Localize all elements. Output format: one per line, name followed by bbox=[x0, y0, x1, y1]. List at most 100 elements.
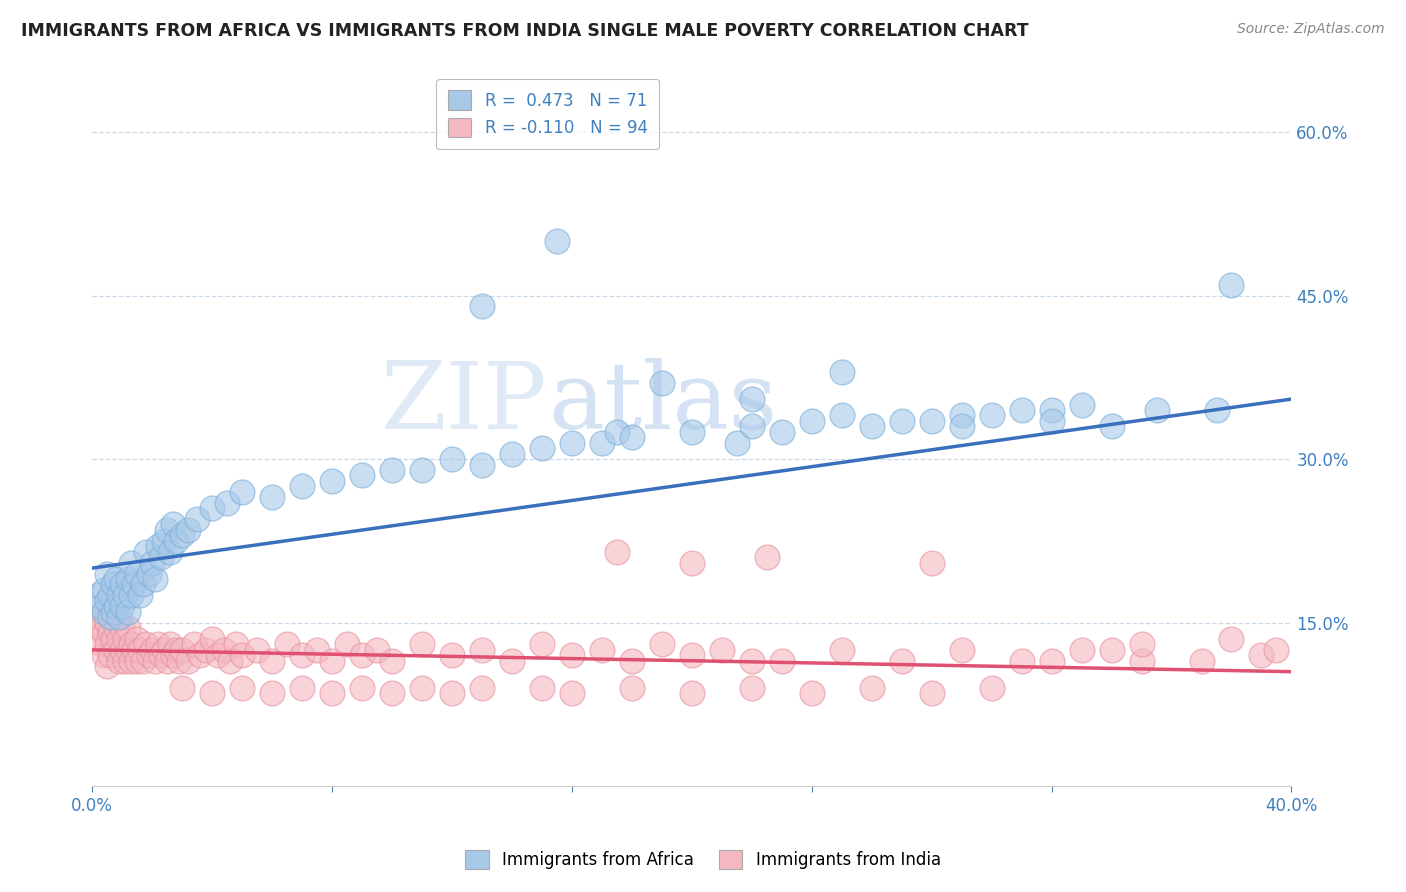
Point bbox=[127, 566, 149, 581]
Point bbox=[305, 643, 328, 657]
Point bbox=[471, 458, 494, 472]
Point bbox=[122, 577, 145, 591]
Point bbox=[591, 435, 613, 450]
Point bbox=[350, 681, 373, 695]
Point bbox=[530, 681, 553, 695]
Point bbox=[440, 452, 463, 467]
Point bbox=[108, 588, 131, 602]
Point bbox=[591, 643, 613, 657]
Point bbox=[681, 425, 703, 439]
Point bbox=[1205, 403, 1227, 417]
Point bbox=[321, 686, 343, 700]
Point bbox=[831, 643, 853, 657]
Point bbox=[1130, 654, 1153, 668]
Point bbox=[172, 681, 194, 695]
Legend: R =  0.473   N = 71, R = -0.110   N = 94: R = 0.473 N = 71, R = -0.110 N = 94 bbox=[436, 78, 659, 149]
Point bbox=[135, 545, 157, 559]
Point bbox=[620, 654, 643, 668]
Point bbox=[101, 632, 124, 646]
Point bbox=[950, 409, 973, 423]
Point bbox=[890, 654, 912, 668]
Point bbox=[93, 605, 115, 619]
Point bbox=[860, 419, 883, 434]
Point bbox=[167, 654, 190, 668]
Point bbox=[96, 615, 118, 630]
Point bbox=[114, 632, 136, 646]
Point bbox=[114, 588, 136, 602]
Point bbox=[98, 626, 121, 640]
Point bbox=[336, 637, 359, 651]
Point bbox=[96, 594, 118, 608]
Point bbox=[471, 643, 494, 657]
Point bbox=[186, 512, 208, 526]
Point bbox=[651, 637, 673, 651]
Point bbox=[165, 643, 187, 657]
Point bbox=[530, 637, 553, 651]
Point bbox=[90, 637, 112, 651]
Point bbox=[114, 654, 136, 668]
Point bbox=[146, 637, 169, 651]
Point bbox=[366, 643, 388, 657]
Point bbox=[120, 637, 142, 651]
Point bbox=[212, 643, 235, 657]
Point bbox=[681, 648, 703, 663]
Point bbox=[231, 484, 253, 499]
Point bbox=[831, 409, 853, 423]
Point bbox=[741, 654, 763, 668]
Point bbox=[177, 523, 200, 537]
Point bbox=[127, 654, 149, 668]
Point bbox=[1040, 403, 1063, 417]
Point bbox=[153, 643, 176, 657]
Point bbox=[159, 545, 181, 559]
Point bbox=[101, 610, 124, 624]
Point bbox=[950, 643, 973, 657]
Point bbox=[153, 533, 176, 548]
Point bbox=[725, 435, 748, 450]
Point bbox=[1146, 403, 1168, 417]
Point bbox=[921, 556, 943, 570]
Point bbox=[1250, 648, 1272, 663]
Point bbox=[276, 637, 298, 651]
Point bbox=[681, 686, 703, 700]
Point bbox=[681, 556, 703, 570]
Point bbox=[561, 686, 583, 700]
Point bbox=[138, 648, 160, 663]
Point bbox=[411, 637, 433, 651]
Point bbox=[741, 419, 763, 434]
Point bbox=[162, 517, 184, 532]
Point bbox=[150, 648, 173, 663]
Point bbox=[620, 681, 643, 695]
Point bbox=[87, 588, 110, 602]
Point bbox=[350, 648, 373, 663]
Point bbox=[120, 556, 142, 570]
Point bbox=[219, 654, 242, 668]
Point bbox=[262, 654, 284, 668]
Point bbox=[1011, 654, 1033, 668]
Point bbox=[188, 648, 211, 663]
Point bbox=[1040, 414, 1063, 428]
Point bbox=[1040, 654, 1063, 668]
Point bbox=[105, 572, 128, 586]
Point bbox=[321, 654, 343, 668]
Point bbox=[225, 637, 247, 651]
Point bbox=[141, 643, 163, 657]
Point bbox=[105, 621, 128, 635]
Point bbox=[246, 643, 269, 657]
Point bbox=[231, 648, 253, 663]
Point bbox=[1220, 632, 1243, 646]
Point bbox=[770, 425, 793, 439]
Point bbox=[177, 654, 200, 668]
Point bbox=[860, 681, 883, 695]
Point bbox=[1265, 643, 1288, 657]
Point bbox=[90, 599, 112, 614]
Point bbox=[411, 463, 433, 477]
Point bbox=[1070, 398, 1092, 412]
Text: Source: ZipAtlas.com: Source: ZipAtlas.com bbox=[1237, 22, 1385, 37]
Point bbox=[129, 643, 152, 657]
Point bbox=[105, 599, 128, 614]
Point bbox=[117, 643, 139, 657]
Point bbox=[381, 654, 404, 668]
Point bbox=[117, 621, 139, 635]
Point bbox=[172, 528, 194, 542]
Point bbox=[201, 686, 224, 700]
